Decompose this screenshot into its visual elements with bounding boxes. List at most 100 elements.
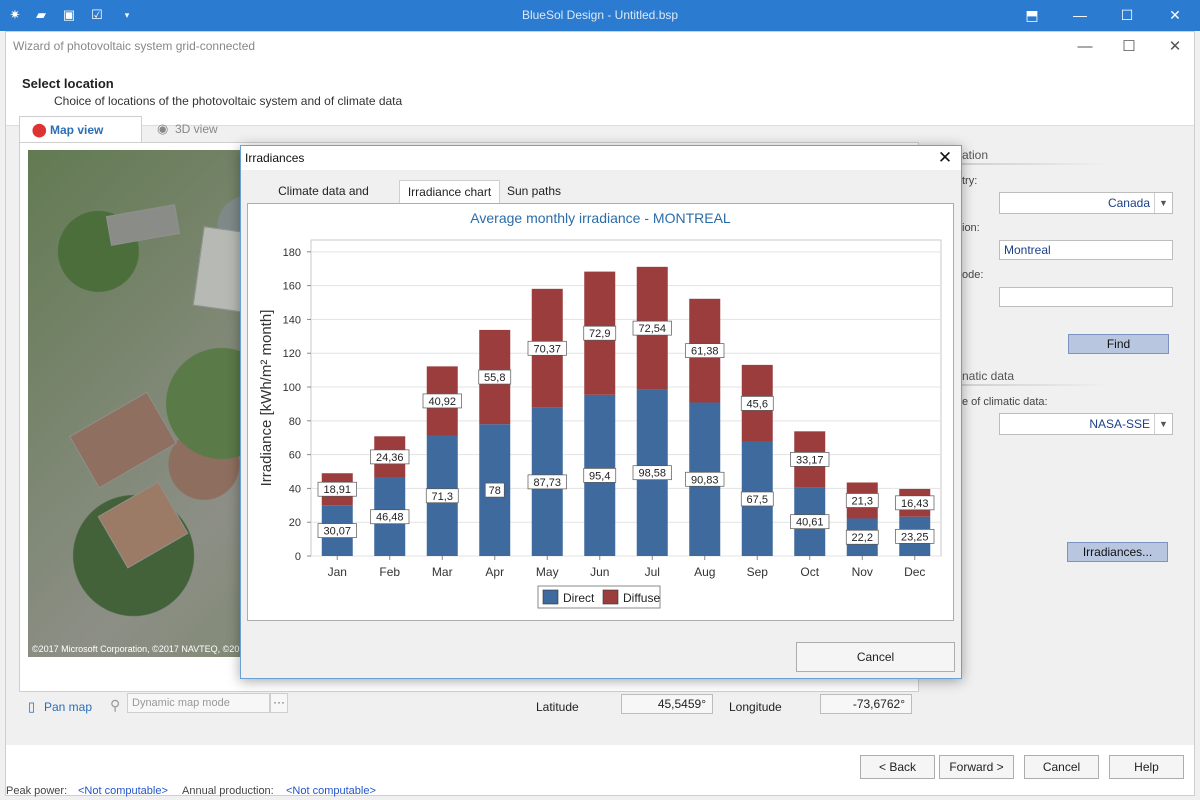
y-tick-label: 80	[289, 416, 301, 428]
y-tick-label: 40	[289, 483, 301, 495]
x-tick-label: Apr	[485, 565, 504, 579]
dialog-close-icon[interactable]: ✕	[937, 148, 953, 167]
dynamic-map-mode-button[interactable]: ···	[270, 693, 288, 713]
x-tick-label: Mar	[432, 565, 453, 579]
chevron-down-icon[interactable]: ▼	[1154, 193, 1172, 213]
legend-label: Diffuse	[623, 591, 660, 605]
wizard-maximize-icon[interactable]: ☐	[1122, 38, 1136, 55]
x-tick-label: Nov	[852, 565, 873, 579]
peak-power-label: Peak power:	[6, 785, 68, 797]
data-label: 95,4	[589, 470, 610, 482]
minimize-icon[interactable]: —	[1073, 7, 1087, 23]
legend-swatch	[602, 589, 619, 605]
map-roof	[69, 391, 177, 489]
forward-button[interactable]: Forward >	[939, 755, 1014, 779]
longitude-field[interactable]: -73,6762°	[820, 694, 912, 714]
dialog-cancel-button[interactable]: Cancel	[796, 642, 955, 672]
latitude-label: Latitude	[536, 700, 579, 714]
location-heading: ation	[962, 148, 989, 162]
data-label: 40,61	[796, 517, 824, 529]
ribbon-toggle-icon[interactable]: ⬒	[1025, 7, 1039, 23]
climatic-source-select[interactable]: NASA-SSE ▼	[999, 413, 1173, 435]
latitude-field[interactable]: 45,5459°	[621, 694, 713, 714]
wizard-close-icon[interactable]: ✕	[1168, 38, 1182, 55]
map-roof	[105, 204, 181, 246]
data-label-box	[370, 509, 410, 525]
x-tick-label: Jan	[328, 565, 347, 579]
dropdown-arrow-icon[interactable]: ▾	[124, 10, 130, 20]
data-label: 90,83	[691, 474, 719, 486]
country-select[interactable]: Canada ▼	[999, 192, 1173, 214]
app-title-bar: ✷ ▰ ▣ ☑ ▾ BlueSol Design - Untitled.bsp …	[0, 0, 1200, 31]
peak-power-value: <Not computable>	[78, 785, 168, 797]
open-folder-icon[interactable]: ▰	[36, 7, 46, 22]
legend-box	[537, 585, 661, 609]
data-label: 16,43	[901, 498, 929, 510]
data-label-box	[317, 523, 357, 538]
dynamic-map-mode-input[interactable]: Dynamic map mode	[127, 693, 270, 713]
find-button[interactable]: Find	[1068, 334, 1169, 354]
data-label: 70,37	[533, 343, 561, 355]
annual-production-label: Annual production:	[182, 785, 274, 797]
data-label-box	[484, 482, 505, 498]
data-label-box	[685, 343, 725, 359]
app-title: BlueSol Design - Untitled.bsp	[521, 8, 679, 22]
annual-production-value: <Not computable>	[286, 785, 376, 797]
maximize-icon[interactable]: ☐	[1120, 7, 1134, 23]
longitude-label: Longitude	[729, 700, 782, 714]
tab-3d-view[interactable]: ◉ 3D view	[145, 116, 241, 142]
save-icon[interactable]: ▣	[62, 7, 76, 22]
y-tick-label: 180	[283, 247, 301, 259]
page-subtitle: Choice of locations of the photovoltaic …	[54, 94, 403, 108]
postcode-label: ode:	[962, 269, 984, 281]
y-tick-label: 60	[289, 450, 301, 462]
wizard-minimize-icon[interactable]: —	[1077, 38, 1093, 55]
data-label: 72,54	[638, 323, 666, 335]
dialog-title: Irradiances	[245, 151, 305, 165]
tab-map-view[interactable]: ⬤ Map view	[19, 116, 142, 142]
data-label-box	[790, 514, 830, 530]
x-tick-label: Oct	[800, 565, 819, 579]
dialog-title-bar: Irradiances ✕	[241, 146, 961, 170]
back-button[interactable]: < Back	[860, 755, 935, 779]
data-label-box	[370, 449, 410, 465]
data-label-box	[740, 396, 774, 411]
x-tick-label: May	[536, 565, 559, 579]
status-bar: Peak power: <Not computable> Annual prod…	[0, 785, 1200, 800]
pan-map-button[interactable]: ▯ Pan map	[28, 699, 93, 714]
map-pin-icon: ⬤	[32, 122, 47, 137]
chevron-down-icon[interactable]: ▼	[1154, 414, 1172, 434]
x-tick-label: Feb	[379, 565, 400, 579]
tab-irradiance-chart[interactable]: Irradiance chart	[399, 180, 500, 203]
data-label: 87,73	[533, 477, 561, 489]
wizard-window-title: Wizard of photovoltaic system grid-conne…	[13, 39, 256, 53]
climatic-source-label: e of climatic data:	[962, 396, 1048, 408]
data-label: 78	[489, 485, 501, 497]
map-roof	[97, 481, 189, 569]
sun-icon[interactable]: ✷	[9, 7, 21, 22]
data-label-box	[895, 495, 935, 511]
data-label: 45,6	[747, 398, 768, 410]
location-input[interactable]: Montreal	[999, 240, 1173, 260]
postcode-input[interactable]	[999, 287, 1173, 307]
data-label-box	[425, 488, 459, 504]
cancel-button[interactable]: Cancel	[1024, 755, 1099, 779]
y-tick-label: 20	[289, 517, 301, 529]
checklist-icon[interactable]: ☑	[91, 7, 103, 22]
tab-sun-paths[interactable]: Sun paths	[506, 184, 562, 198]
close-icon[interactable]: ✕	[1169, 7, 1181, 23]
data-label-box	[632, 465, 672, 481]
irradiances-button[interactable]: Irradiances...	[1067, 542, 1168, 562]
data-label-box	[478, 369, 512, 385]
help-button[interactable]: Help	[1109, 755, 1184, 779]
y-tick-label: 160	[283, 281, 301, 293]
chart-canvas: 0 20 40 60 80 100 120 140 160 180 Irradiance [kWh/…	[258, 239, 942, 609]
y-tick-label: 140	[283, 314, 301, 326]
x-tick-label: Jul	[645, 565, 660, 579]
y-tick-label: 0	[295, 551, 301, 563]
legend-swatch	[542, 589, 559, 605]
data-label-box	[317, 481, 357, 497]
page-title: Select location	[22, 76, 114, 91]
tab-climate-data[interactable]: Climate data and irradiance	[278, 184, 369, 220]
x-tick-label: Dec	[904, 565, 925, 579]
